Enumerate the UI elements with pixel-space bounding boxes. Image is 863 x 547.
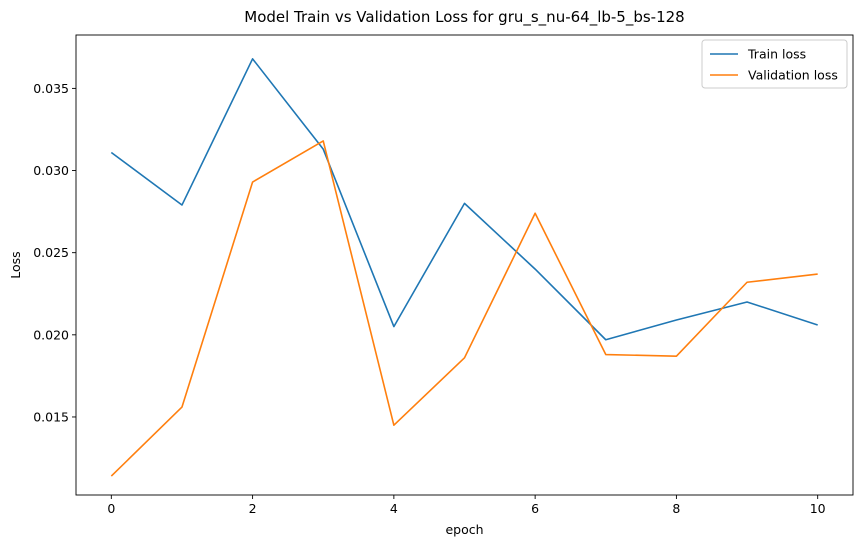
x-axis-label: epoch — [445, 522, 483, 537]
legend-entry: Validation loss — [748, 68, 838, 83]
y-tick-label: 0.015 — [33, 409, 69, 424]
y-tick-label: 0.030 — [33, 163, 69, 178]
y-axis-label: Loss — [8, 251, 23, 278]
plot-frame — [75, 34, 854, 496]
x-tick-label: 4 — [390, 501, 398, 516]
x-tick-label: 6 — [531, 501, 539, 516]
legend: Train loss Validation loss — [701, 39, 848, 89]
y-tick-label: 0.020 — [33, 327, 69, 342]
legend-box — [701, 39, 848, 89]
x-tick-label: 2 — [249, 501, 257, 516]
chart-title: Model Train vs Validation Loss for gru_s… — [244, 8, 684, 27]
series-line-train-loss — [110, 58, 818, 341]
plot-area: 0 2 4 6 8 10 0.015 0.020 0.025 0.030 0.035 — [33, 34, 854, 516]
x-tick-label: 10 — [810, 501, 826, 516]
legend-entry: Train loss — [747, 47, 806, 62]
x-tick-label: 0 — [107, 501, 115, 516]
x-tick-label: 8 — [672, 501, 680, 516]
y-tick-label: 0.025 — [33, 245, 69, 260]
series-line-validation-loss — [110, 140, 818, 477]
y-tick-label: 0.035 — [33, 81, 69, 96]
